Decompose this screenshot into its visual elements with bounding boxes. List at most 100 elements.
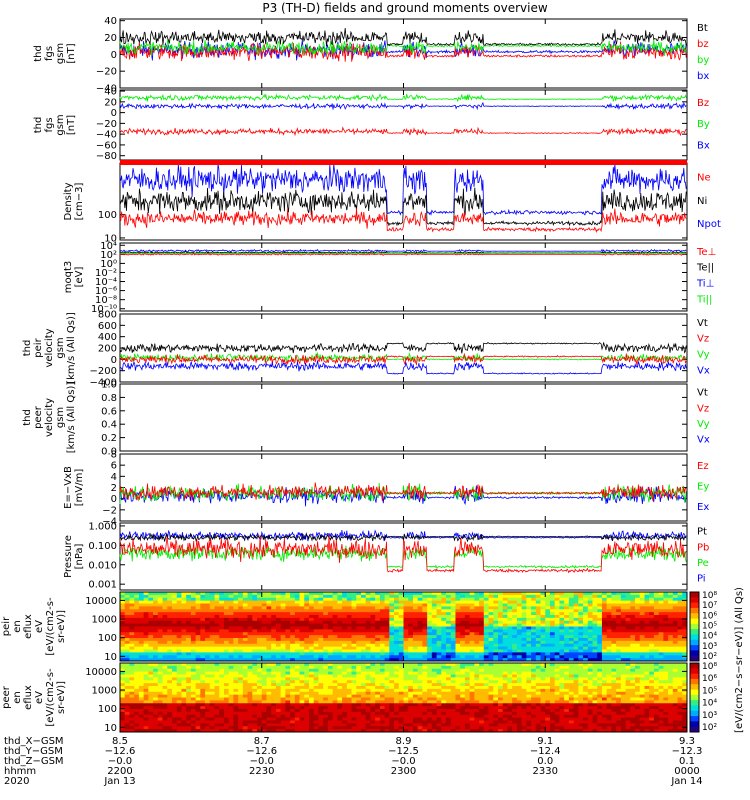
heatmap-cell: [271, 603, 277, 607]
legend-entry: Pe: [697, 558, 709, 569]
heatmap-cell: [257, 617, 263, 622]
heatmap-cell: [460, 697, 466, 701]
heatmap-cell: [294, 640, 300, 645]
heatmap-cell: [247, 726, 253, 730]
heatmap-cell: [318, 671, 324, 675]
heatmap-cell: [549, 632, 556, 636]
heatmap-cell: [285, 665, 291, 670]
heatmap-cell: [129, 626, 135, 630]
heatmap-cell: [257, 723, 263, 727]
heatmap-cell: [176, 609, 182, 613]
heatmap-cell: [630, 609, 636, 613]
ytick-label: 1000: [92, 615, 117, 626]
heatmap-cell: [346, 606, 352, 610]
heatmap-cell: [337, 646, 343, 650]
heatmap-cell: [304, 671, 310, 675]
heatmap-cell: [422, 706, 428, 710]
heatmap-cell: [620, 615, 626, 619]
heatmap-cell: [455, 617, 461, 622]
heatmap-cell: [299, 729, 305, 733]
heatmap-cell: [214, 623, 220, 627]
heatmap-cell: [677, 617, 683, 622]
legend-entry: by: [697, 55, 709, 66]
heatmap-cell: [620, 594, 626, 599]
heatmap-cell: [271, 643, 277, 648]
heatmap-cell: [521, 652, 527, 656]
heatmap-cell: [559, 638, 565, 642]
heatmap-cell: [375, 643, 381, 648]
heatmap-cell: [630, 629, 636, 633]
heatmap-cell: [304, 623, 310, 627]
heatmap-cell: [167, 720, 173, 724]
heatmap-cell: [205, 663, 211, 667]
heatmap-cell: [190, 594, 197, 599]
heatmap-cell: [450, 615, 456, 619]
heatmap-cell: [668, 620, 674, 625]
heatmap-cell: [346, 726, 352, 730]
heatmap-cell: [214, 720, 220, 724]
heatmap-cell: [384, 635, 390, 639]
heatmap-cell: [148, 609, 154, 613]
heatmap-cell: [157, 623, 163, 627]
heatmap-cell: [181, 597, 187, 602]
heatmap-cell: [280, 723, 286, 727]
heatmap-cell: [658, 594, 664, 599]
heatmap-cell: [299, 643, 305, 648]
plot-title: P3 (TH-D) fields and ground moments over…: [262, 1, 547, 15]
heatmap-cell: [592, 629, 598, 633]
heatmap-cell: [219, 615, 225, 619]
heatmap-cell: [531, 646, 537, 650]
heatmap-cell: [275, 726, 282, 730]
heatmap-cell: [483, 620, 489, 625]
heatmap-cell: [512, 658, 518, 662]
heatmap-cell: [389, 665, 395, 670]
heatmap-cell: [209, 691, 215, 696]
heatmap-cell: [200, 671, 206, 675]
heatmap-cell: [583, 638, 589, 642]
heatmap-cell: [672, 594, 678, 599]
heatmap-cell: [408, 652, 414, 656]
heatmap-cell: [190, 603, 197, 607]
heatmap-cell: [309, 597, 315, 602]
heatmap-cell: [398, 694, 404, 698]
heatmap-cell: [148, 686, 154, 690]
heatmap-cell: [323, 606, 329, 610]
heatmap-cell: [668, 609, 674, 613]
heatmap-cell: [257, 729, 263, 733]
heatmap-cell: [460, 615, 466, 619]
heatmap-cell: [186, 703, 192, 707]
heatmap-cell: [370, 609, 376, 613]
heatmap-cell: [318, 612, 324, 616]
heatmap-cell: [233, 723, 239, 727]
heatmap-cell: [464, 652, 471, 656]
heatmap-cell: [346, 635, 352, 639]
heatmap-cell: [431, 726, 437, 730]
heatmap-cell: [394, 714, 400, 719]
heatmap-cell: [181, 635, 187, 639]
heatmap-cell: [186, 714, 192, 719]
heatmap-cell: [375, 603, 381, 607]
heatmap-cell: [545, 603, 551, 607]
heatmap-cell: [138, 638, 145, 642]
heatmap-cell: [266, 671, 272, 675]
heatmap-cell: [346, 629, 352, 633]
heatmap-cell: [469, 632, 475, 636]
heatmap-cell: [143, 646, 149, 650]
heatmap-cell: [483, 649, 489, 653]
heatmap-cell: [332, 606, 338, 610]
heatmap-cell: [601, 594, 608, 599]
heatmap-cell: [677, 609, 683, 613]
heatmap-cell: [275, 603, 282, 607]
heatmap-cell: [649, 635, 655, 639]
heatmap-cell: [299, 686, 305, 690]
heatmap-cell: [635, 609, 641, 613]
heatmap-cell: [375, 632, 381, 636]
heatmap-cell: [171, 623, 178, 627]
series-line: [119, 163, 687, 216]
heatmap-cell: [526, 629, 532, 633]
heatmap-cell: [143, 663, 149, 667]
heatmap-cell: [223, 714, 230, 719]
heatmap-cell: [469, 646, 475, 650]
heatmap-cell: [375, 723, 381, 727]
heatmap-cell: [176, 706, 182, 710]
